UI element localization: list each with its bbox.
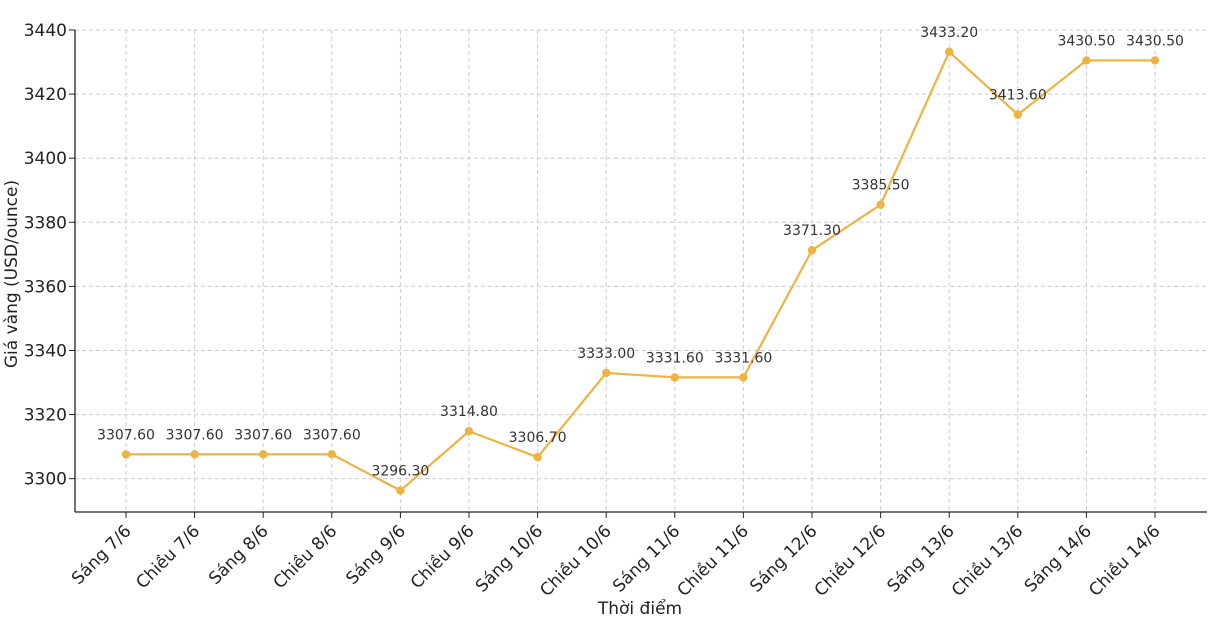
data-label: 3307.60 — [303, 427, 361, 443]
data-point — [533, 452, 542, 462]
data-labels: 3307.60 3307.60 3307.60 3307.60 3296.30 3314.… — [97, 25, 1184, 480]
data-point — [327, 450, 336, 459]
data-label: 3433.20 — [920, 25, 978, 41]
data-point — [739, 373, 748, 382]
series-line — [126, 50, 1155, 492]
data-label: 3307.60 — [97, 427, 155, 443]
data-point — [121, 450, 131, 459]
data-point — [190, 450, 199, 459]
data-label: 3430.50 — [1057, 33, 1115, 49]
data-point — [259, 450, 268, 459]
x-tick-label: Chiều 8/6 — [269, 521, 341, 593]
data-point — [670, 373, 679, 382]
y-axis-title: Giá vàng (USD/ounce) — [2, 180, 22, 368]
data-label: 3413.60 — [989, 88, 1047, 104]
price-series — [121, 47, 1160, 495]
x-tick-label: Sáng 9/6 — [342, 521, 410, 589]
data-label: 3371.30 — [783, 223, 841, 239]
data-point — [602, 368, 611, 378]
x-axis-title: Thời điểm — [597, 598, 682, 619]
x-tick-label: Sáng 11/6 — [609, 521, 684, 596]
y-axis-ticks: 3300 3320 3340 3360 3380 3400 3420 3440 — [24, 21, 75, 490]
grid-lines — [75, 29, 1207, 512]
data-point — [1013, 110, 1022, 119]
data-label: 3296.30 — [371, 464, 429, 480]
data-label: 3331.60 — [714, 350, 772, 366]
x-tick-label: Chiều 14/6 — [1084, 521, 1164, 601]
y-tick-label: 3380 — [24, 213, 67, 233]
data-point — [1150, 56, 1160, 65]
x-tick-label: Chiều 12/6 — [810, 521, 890, 601]
y-tick-label: 3340 — [24, 341, 67, 361]
x-tick-label: Sáng 12/6 — [746, 521, 821, 596]
y-tick-label: 3320 — [24, 406, 67, 426]
data-label: 3306.70 — [509, 430, 567, 446]
x-tick-label: Sáng 14/6 — [1021, 521, 1096, 596]
data-label: 3331.60 — [646, 350, 704, 366]
x-tick-label: Chiều 7/6 — [132, 521, 204, 593]
y-tick-label: 3400 — [24, 149, 67, 169]
data-label: 3333.00 — [577, 346, 635, 362]
data-point — [464, 427, 474, 436]
x-tick-label: Sáng 10/6 — [472, 521, 547, 596]
data-point — [876, 200, 885, 209]
data-point — [807, 245, 817, 255]
data-label: 3314.80 — [440, 404, 498, 420]
data-label: 3307.60 — [166, 427, 224, 443]
data-label: 3307.60 — [234, 427, 292, 443]
y-tick-label: 3440 — [24, 21, 67, 41]
x-tick-label: Chiều 11/6 — [673, 521, 753, 601]
x-tick-label: Sáng 13/6 — [884, 521, 959, 596]
x-tick-label: Chiều 9/6 — [406, 521, 478, 593]
y-tick-label: 3360 — [24, 277, 67, 297]
y-tick-label: 3300 — [24, 470, 67, 490]
data-label: 3385.50 — [852, 178, 910, 194]
x-tick-label: Sáng 8/6 — [205, 521, 273, 589]
data-point — [396, 486, 405, 495]
data-label: 3430.50 — [1126, 33, 1184, 49]
x-tick-label: Chiều 13/6 — [947, 521, 1027, 601]
x-tick-label: Chiều 10/6 — [536, 521, 616, 601]
y-tick-label: 3420 — [24, 85, 67, 105]
data-point — [1082, 56, 1091, 65]
data-point — [945, 47, 954, 56]
x-tick-label: Sáng 7/6 — [68, 521, 136, 589]
